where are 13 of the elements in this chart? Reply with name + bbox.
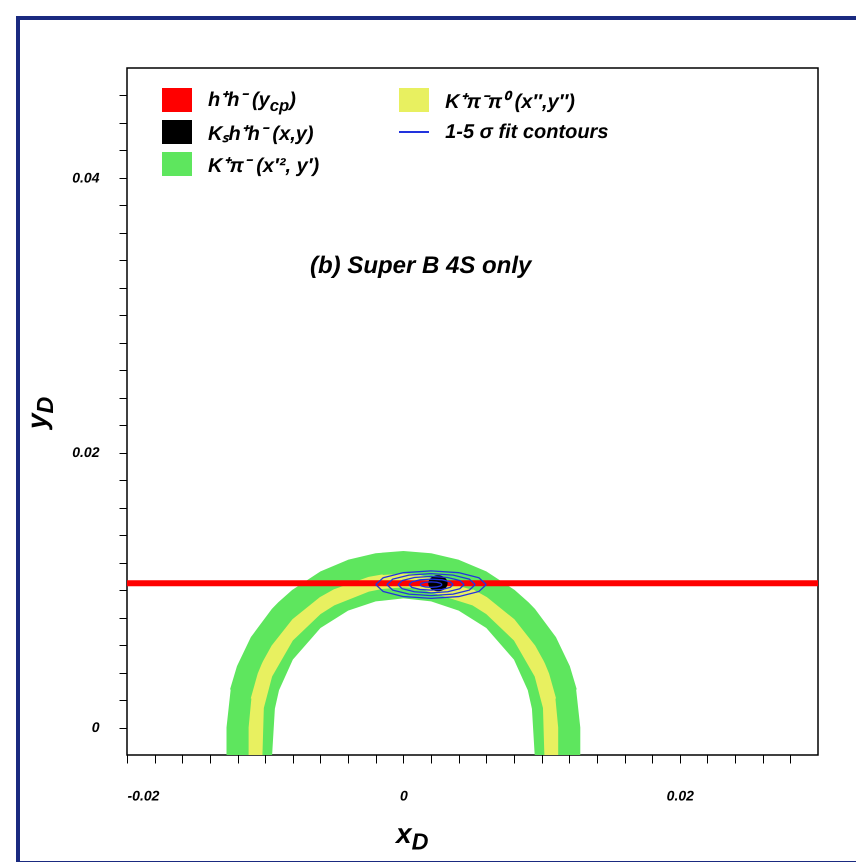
legend-label: h⁺h⁻ (y$_{cp}$) xyxy=(208,88,296,116)
y-tick-label: 0.04 xyxy=(72,169,100,186)
legend-label: 1-5 σ fit contours xyxy=(445,120,608,144)
legend-label: K⁺π⁻ (x′², y′) xyxy=(208,154,320,178)
x-tick-label: -0.02 xyxy=(128,788,160,804)
x-tick-label: 0.02 xyxy=(666,788,694,804)
x-axis-title: x$_{D}$ xyxy=(396,818,428,856)
legend-label: Kₛh⁺h⁻ (x,y) xyxy=(208,122,314,146)
y-tick-label: 0 xyxy=(92,719,100,736)
legend-label: K⁺π⁻π⁰ (x″,y″) xyxy=(445,90,575,114)
x-tick-label: 0 xyxy=(400,788,408,804)
annotation: (b) Super B 4S only xyxy=(310,252,532,280)
y-tick-label: 0.02 xyxy=(72,444,100,460)
